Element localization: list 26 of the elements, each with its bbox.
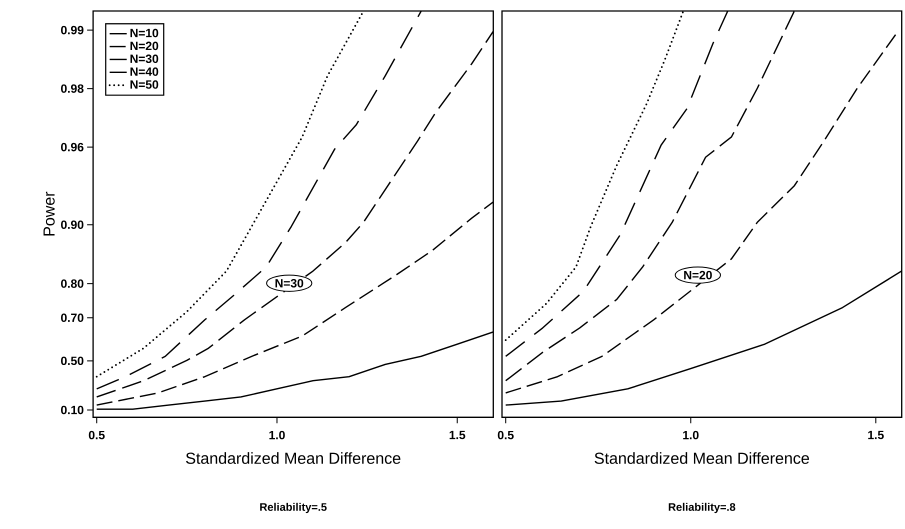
annotation: N=20 [684,270,712,280]
legend-label: N=50 [130,80,158,89]
x-axis-title: Standardized Mean Difference [594,452,810,464]
x-tick-label: 1.5 [450,430,466,440]
legend-label: N=40 [130,67,158,76]
legend-label: N=10 [130,28,158,38]
text: 0.70 [61,314,84,322]
text: 0.10 [61,406,84,414]
x-tick-label: 1.0 [683,430,699,440]
annotation: N=30 [275,278,304,288]
legend-label: N=20 [130,42,158,50]
text: 0.96 [61,142,84,152]
x-tick-label: 1.5 [868,430,884,440]
text: Reliability=.8 [668,502,736,514]
text: 0.99 [61,26,84,34]
text: 0.50 [61,356,84,366]
text: 0.80 [61,279,84,288]
text: Reliability=.5 [260,502,327,514]
text: 0.98 [61,84,84,93]
x-tick-label: 1.0 [269,430,285,440]
x-axis-title: Standardized Mean Difference [186,452,400,464]
y-axis-title: Power [44,192,55,236]
legend-label: N=30 [130,54,158,64]
x-tick-label: 0.5 [498,430,514,440]
text: 0.90 [61,220,84,229]
x-tick-label: 0.5 [88,430,105,440]
